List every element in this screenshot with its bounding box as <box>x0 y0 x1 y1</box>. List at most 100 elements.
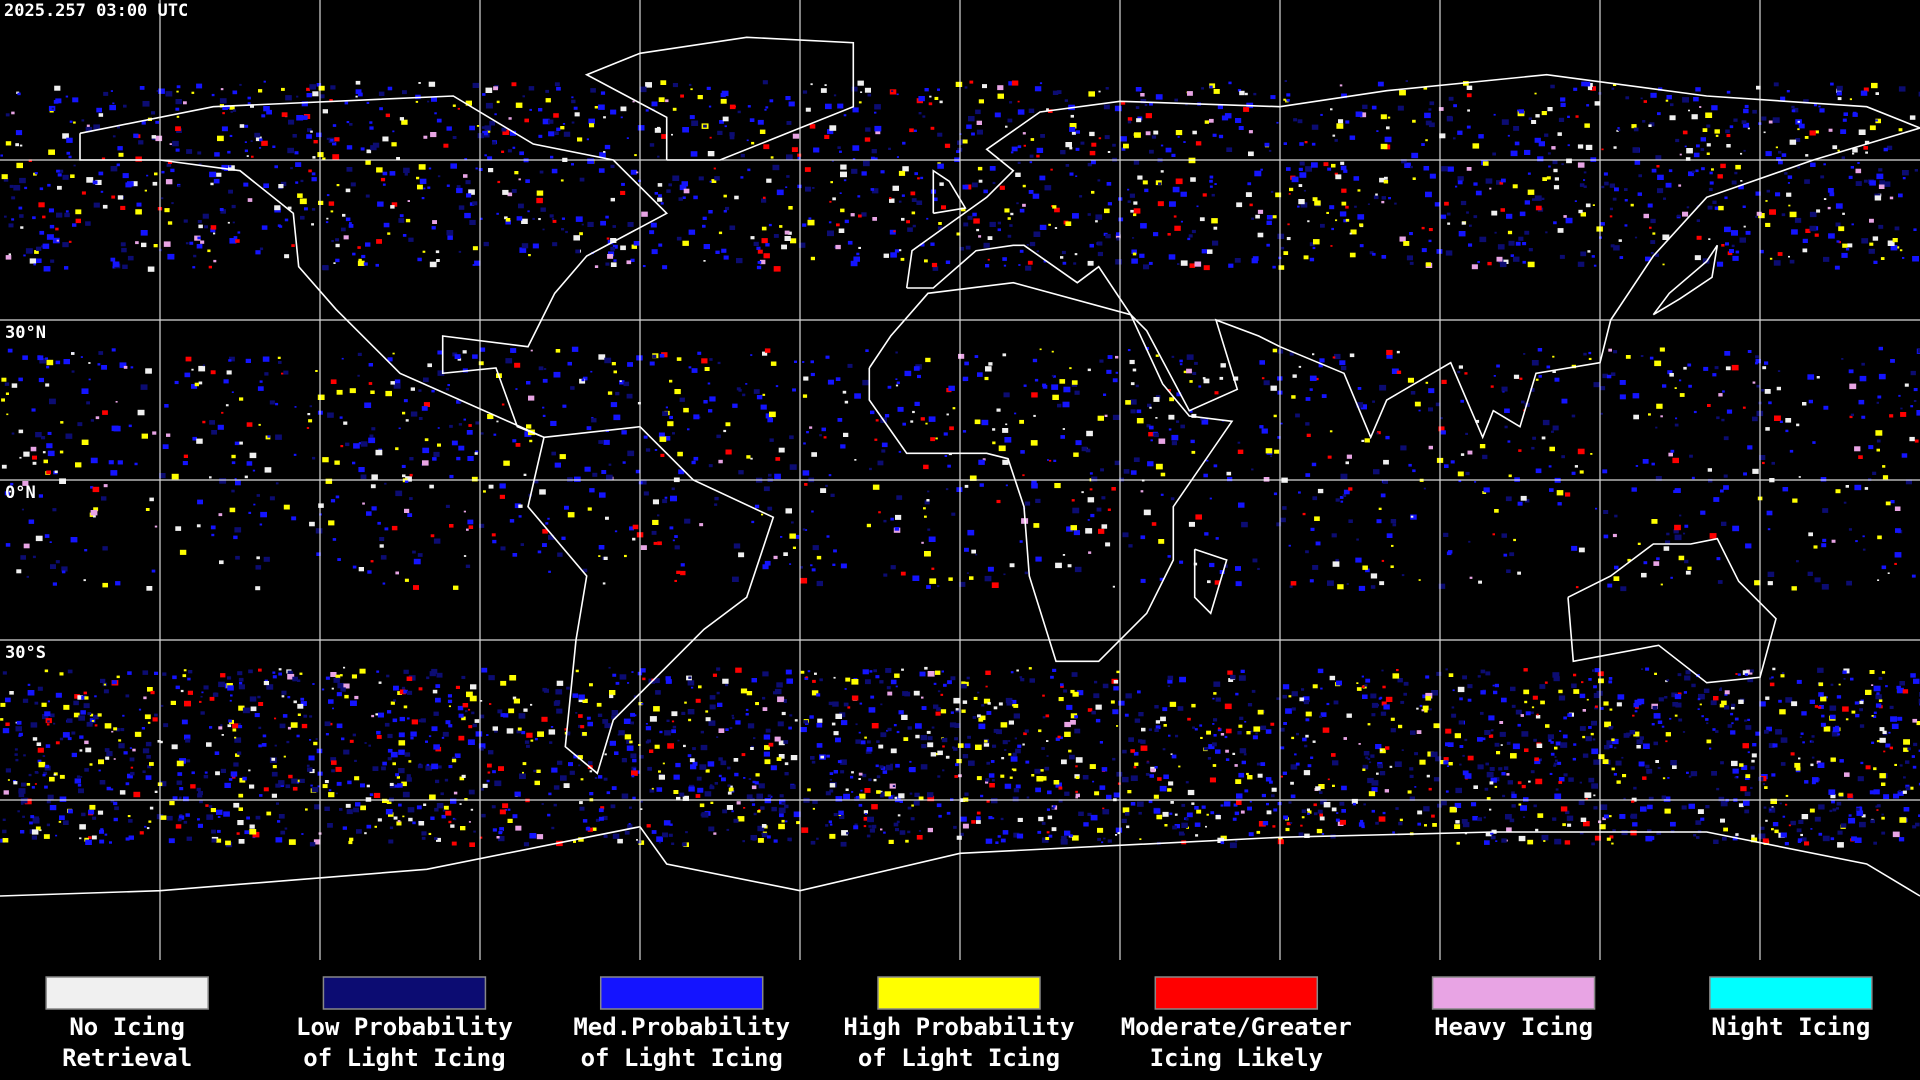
icing-cell <box>306 427 310 429</box>
icing-cell <box>863 160 870 167</box>
icing-cell <box>812 545 819 551</box>
icing-cell <box>1830 683 1834 686</box>
icing-cell <box>1115 371 1119 374</box>
icing-cell <box>765 728 771 733</box>
icing-cell <box>120 205 126 210</box>
icing-cell <box>1624 199 1628 202</box>
icing-cell <box>494 729 498 733</box>
icing-cell <box>1778 160 1783 165</box>
icing-cell <box>373 792 381 798</box>
icing-cell <box>1886 145 1893 150</box>
icing-cell <box>446 126 452 131</box>
icing-cell <box>736 801 741 805</box>
icing-cell <box>607 391 613 395</box>
icing-cell <box>518 203 524 209</box>
icing-cell <box>936 707 941 711</box>
icing-cell <box>840 563 847 569</box>
icing-cell <box>764 348 771 353</box>
icing-cell <box>1214 391 1219 395</box>
icing-cell <box>272 675 277 679</box>
icing-cell <box>394 379 401 384</box>
icing-cell <box>1859 375 1867 382</box>
icing-cell <box>127 255 134 261</box>
icing-cell <box>1875 118 1881 124</box>
icing-cell <box>803 442 806 445</box>
icing-cell <box>541 716 548 722</box>
icing-cell <box>1766 510 1773 516</box>
icing-cell <box>709 396 716 402</box>
icing-cell <box>1546 365 1551 369</box>
icing-cell <box>924 515 927 518</box>
icing-cell <box>1898 394 1901 397</box>
icing-cell <box>99 829 104 834</box>
icing-cell <box>1047 459 1049 461</box>
icing-cell <box>1742 122 1750 128</box>
icing-cell <box>55 834 58 837</box>
icing-cell <box>1651 462 1655 466</box>
icing-cell <box>557 552 563 557</box>
icing-cell <box>623 381 630 387</box>
icing-cell <box>964 792 969 796</box>
icing-cell <box>978 99 984 104</box>
icing-cell <box>1567 823 1572 827</box>
icing-cell <box>1006 700 1013 706</box>
icing-cell <box>3 178 9 182</box>
icing-cell <box>606 791 611 795</box>
icing-cell <box>1903 807 1910 812</box>
icing-cell <box>624 554 627 558</box>
icing-cell <box>838 228 845 233</box>
icing-cell <box>1630 830 1637 836</box>
icing-cell <box>275 482 279 485</box>
icing-cell <box>162 444 169 449</box>
icing-cell <box>409 473 413 477</box>
icing-cell <box>1433 723 1440 729</box>
icing-cell <box>1791 105 1795 109</box>
icing-cell <box>332 124 337 127</box>
icing-cell <box>1135 384 1139 388</box>
icing-cell <box>51 107 54 110</box>
icing-cell <box>1054 207 1060 213</box>
icing-cell <box>1329 205 1335 210</box>
icing-cell <box>1521 400 1525 404</box>
icing-cell <box>1022 132 1026 135</box>
icing-cell <box>955 81 963 87</box>
icing-cell <box>763 486 770 492</box>
icing-cell <box>561 217 565 220</box>
icing-cell <box>931 567 935 570</box>
icing-cell <box>1429 122 1435 128</box>
icing-cell <box>871 156 875 160</box>
icing-cell <box>491 805 496 809</box>
icing-cell <box>1326 702 1330 706</box>
icing-cell <box>69 120 73 123</box>
icing-cell <box>1724 693 1728 696</box>
icing-cell <box>1040 769 1044 772</box>
icing-cell <box>1382 811 1386 815</box>
icing-cell <box>399 716 405 722</box>
icing-cell <box>1755 731 1761 736</box>
icing-cell <box>753 737 756 740</box>
icing-cell <box>399 117 404 121</box>
icing-cell <box>1234 258 1241 263</box>
icing-cell <box>1191 229 1196 234</box>
icing-cell <box>1367 203 1370 205</box>
icing-cell <box>358 442 362 445</box>
icing-cell <box>1541 197 1545 200</box>
icing-cell <box>1009 101 1013 104</box>
icing-cell <box>638 481 643 485</box>
icing-cell <box>457 357 462 361</box>
icing-cell <box>1660 583 1663 586</box>
icing-cell <box>1412 469 1416 473</box>
icing-cell <box>912 224 916 228</box>
icing-cell <box>162 672 167 676</box>
icing-cell <box>1490 777 1497 783</box>
icing-cell <box>92 180 98 185</box>
icing-cell <box>1496 751 1501 755</box>
icing-cell <box>486 130 491 133</box>
icing-cell <box>138 708 142 711</box>
icing-cell <box>281 87 285 91</box>
icing-cell <box>1685 157 1691 161</box>
icing-cell <box>312 456 316 460</box>
icing-cell <box>753 389 760 394</box>
icing-cell <box>1517 571 1521 575</box>
icing-cell <box>1158 182 1162 186</box>
